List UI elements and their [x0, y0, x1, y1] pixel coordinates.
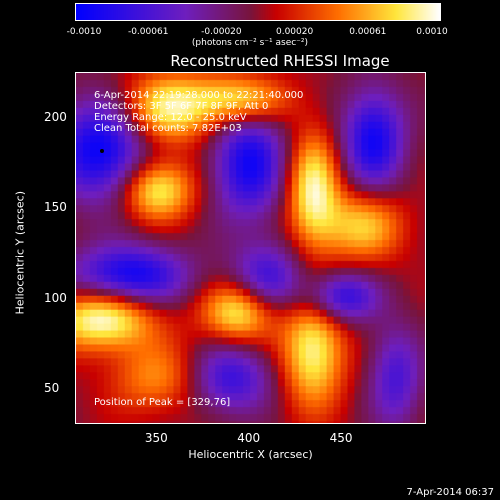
peak-position-label: Position of Peak = [329,76]	[94, 397, 231, 408]
timestamp: 7-Apr-2014 06:37	[406, 487, 494, 498]
colorbar-tick-label: 0.0010	[416, 27, 448, 37]
y-tick-label: 200	[44, 110, 67, 125]
peak-marker	[99, 148, 104, 153]
colorbar-tick-label: -0.0010	[66, 27, 102, 37]
chart-title: Reconstructed RHESSI Image	[170, 52, 390, 70]
y-tick-label: 150	[44, 200, 67, 215]
colorbar-unit: (photons cm⁻² s⁻¹ asec⁻²)	[191, 38, 309, 48]
plot-area: 6-Apr-2014 22:19:28.000 to 22:21:40.000 …	[75, 72, 426, 424]
time-range-label: 6-Apr-2014 22:19:28.000 to 22:21:40.000	[94, 90, 304, 101]
colorbar-gradient	[76, 4, 440, 20]
colorbar-tick-label: -0.00020	[201, 27, 242, 37]
colorbar-tick-label: 0.00061	[349, 27, 387, 37]
x-tick-label: 400	[237, 431, 261, 445]
colorbar-tick-label: 0.00020	[275, 27, 314, 37]
colorbar	[75, 3, 441, 21]
y-tick-label: 100	[44, 290, 67, 305]
clean-label: Clean Total counts: 7.82E+03	[94, 123, 242, 134]
y-axis-label: Heliocentric Y (arcsec)	[13, 190, 27, 315]
x-axis-label: Heliocentric X (arcsec)	[188, 448, 313, 461]
x-tick-label: 450	[329, 431, 353, 445]
energy-label: Energy Range: 12.0 - 25.0 keV	[94, 112, 247, 123]
detectors-label: Detectors: 3F 5F 6F 7F 8F 9F, Att 0	[94, 101, 269, 112]
colorbar-tick-label: -0.00061	[127, 27, 169, 37]
y-tick-label: 50	[44, 380, 60, 395]
x-tick-label: 350	[144, 431, 168, 445]
heatmap-canvas	[76, 73, 425, 423]
